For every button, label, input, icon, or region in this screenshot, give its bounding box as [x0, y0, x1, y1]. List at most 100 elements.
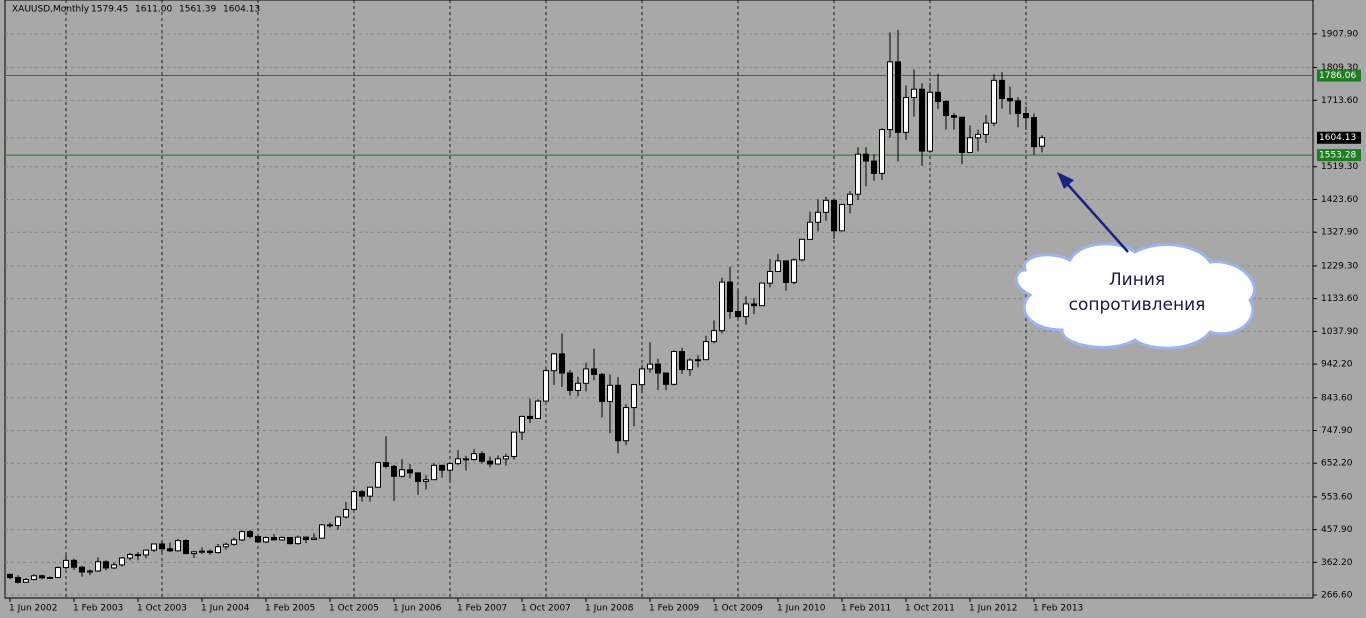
- candle-body: [911, 88, 917, 98]
- callout-cloud: [1014, 242, 1256, 350]
- candle-body: [127, 554, 133, 559]
- candle-body: [23, 579, 29, 583]
- candle-body: [1023, 113, 1029, 119]
- y-tick-label: 362.20: [1321, 558, 1353, 568]
- candle-body: [79, 566, 85, 573]
- x-tick-label: 1 Feb 2005: [265, 604, 315, 614]
- candle-body: [951, 115, 957, 118]
- candle-body: [887, 61, 893, 131]
- candle-body: [895, 61, 901, 133]
- candle-body: [567, 372, 573, 391]
- candle-body: [263, 536, 269, 543]
- candle-body: [575, 382, 581, 391]
- candle-body: [783, 260, 789, 283]
- ohlc-value: 1611.00: [135, 5, 172, 15]
- candle-body: [39, 575, 45, 579]
- candle-body: [447, 463, 453, 471]
- candle-body: [31, 575, 37, 581]
- y-tick-label: 1519.30: [1321, 162, 1358, 172]
- candle-body: [95, 561, 101, 572]
- x-tick-label: 1 Feb 2009: [649, 604, 700, 614]
- candle-body: [431, 464, 437, 481]
- candle-body: [591, 368, 597, 375]
- candle-body: [823, 199, 829, 213]
- y-tick-label: 553.60: [1321, 492, 1353, 502]
- candle-body: [663, 372, 669, 385]
- candle-body: [223, 543, 229, 548]
- candle-body: [175, 540, 181, 552]
- candle-body: [855, 153, 861, 195]
- candle-body: [847, 193, 853, 205]
- x-tick-label: 1 Oct 2005: [329, 604, 379, 614]
- candle-body: [775, 260, 781, 272]
- candle-body: [367, 486, 373, 497]
- y-tick-label: 1713.60: [1321, 96, 1358, 106]
- candle-body: [527, 415, 533, 419]
- candle-body: [967, 137, 973, 153]
- ohlc-value: 1561.39: [179, 5, 216, 15]
- candle-body: [7, 573, 13, 578]
- candle-body: [383, 462, 389, 467]
- level-label: 1786.06: [1319, 71, 1356, 81]
- price-label: 1604.13: [1319, 133, 1356, 143]
- candle-body: [695, 359, 701, 362]
- candle-body: [543, 370, 549, 402]
- candle-body: [71, 559, 77, 568]
- candle-body: [871, 160, 877, 174]
- candle-body: [671, 350, 677, 385]
- chart-title: XAUUSD,Monthly: [12, 5, 90, 15]
- candle-body: [623, 407, 629, 442]
- candle-body: [655, 363, 661, 374]
- level-label-bg: [1317, 69, 1361, 82]
- candle-body: [455, 458, 461, 465]
- candle-body: [1039, 137, 1045, 147]
- candle-body: [151, 543, 157, 551]
- candle-body: [799, 238, 805, 261]
- candle-body: [343, 508, 349, 518]
- candle-body: [831, 199, 837, 232]
- candle-body: [815, 211, 821, 223]
- x-tick-label: 1 Oct 2007: [521, 604, 571, 614]
- candle-body: [519, 415, 525, 433]
- candle-body: [103, 561, 109, 569]
- candle-body: [47, 576, 53, 579]
- candle-body: [439, 464, 445, 471]
- candle-body: [407, 469, 413, 474]
- candle-body: [311, 537, 317, 541]
- candle-body: [295, 536, 301, 545]
- candle-body: [279, 536, 285, 541]
- candle-body: [207, 550, 213, 554]
- y-tick-label: 1327.90: [1321, 228, 1358, 238]
- y-tick-label: 942.20: [1321, 360, 1353, 370]
- candle-body: [807, 221, 813, 240]
- candle-body: [767, 270, 773, 284]
- x-tick-label: 1 Jun 2002: [9, 604, 57, 614]
- candle-body: [943, 101, 949, 117]
- level-label: 1553.28: [1319, 151, 1356, 161]
- candle-body: [375, 462, 381, 488]
- candle-body: [1031, 117, 1037, 148]
- candle-body: [111, 564, 117, 569]
- candle-body: [511, 431, 517, 457]
- candle-body: [463, 458, 469, 461]
- candle-body: [87, 570, 93, 573]
- candle-body: [1007, 97, 1013, 102]
- candle-body: [983, 122, 989, 135]
- candle-body: [999, 79, 1005, 99]
- candle-body: [919, 88, 925, 152]
- candle-body: [615, 384, 621, 442]
- y-tick-label: 1423.60: [1321, 195, 1358, 205]
- x-tick-label: 1 Jun 2008: [585, 604, 634, 614]
- candle-body: [839, 203, 845, 232]
- x-tick-label: 1 Feb 2013: [1033, 604, 1083, 614]
- x-tick-label: 1 Feb 2011: [841, 604, 891, 614]
- y-tick-label: 457.90: [1321, 525, 1353, 535]
- candle-body: [975, 133, 981, 139]
- candle-body: [863, 153, 869, 162]
- candle-body: [135, 554, 141, 557]
- y-tick-label: 652.20: [1321, 459, 1353, 469]
- candle-body: [415, 472, 421, 482]
- y-tick-label: 1229.30: [1321, 261, 1358, 271]
- ohlc-value: 1579.45: [91, 5, 128, 15]
